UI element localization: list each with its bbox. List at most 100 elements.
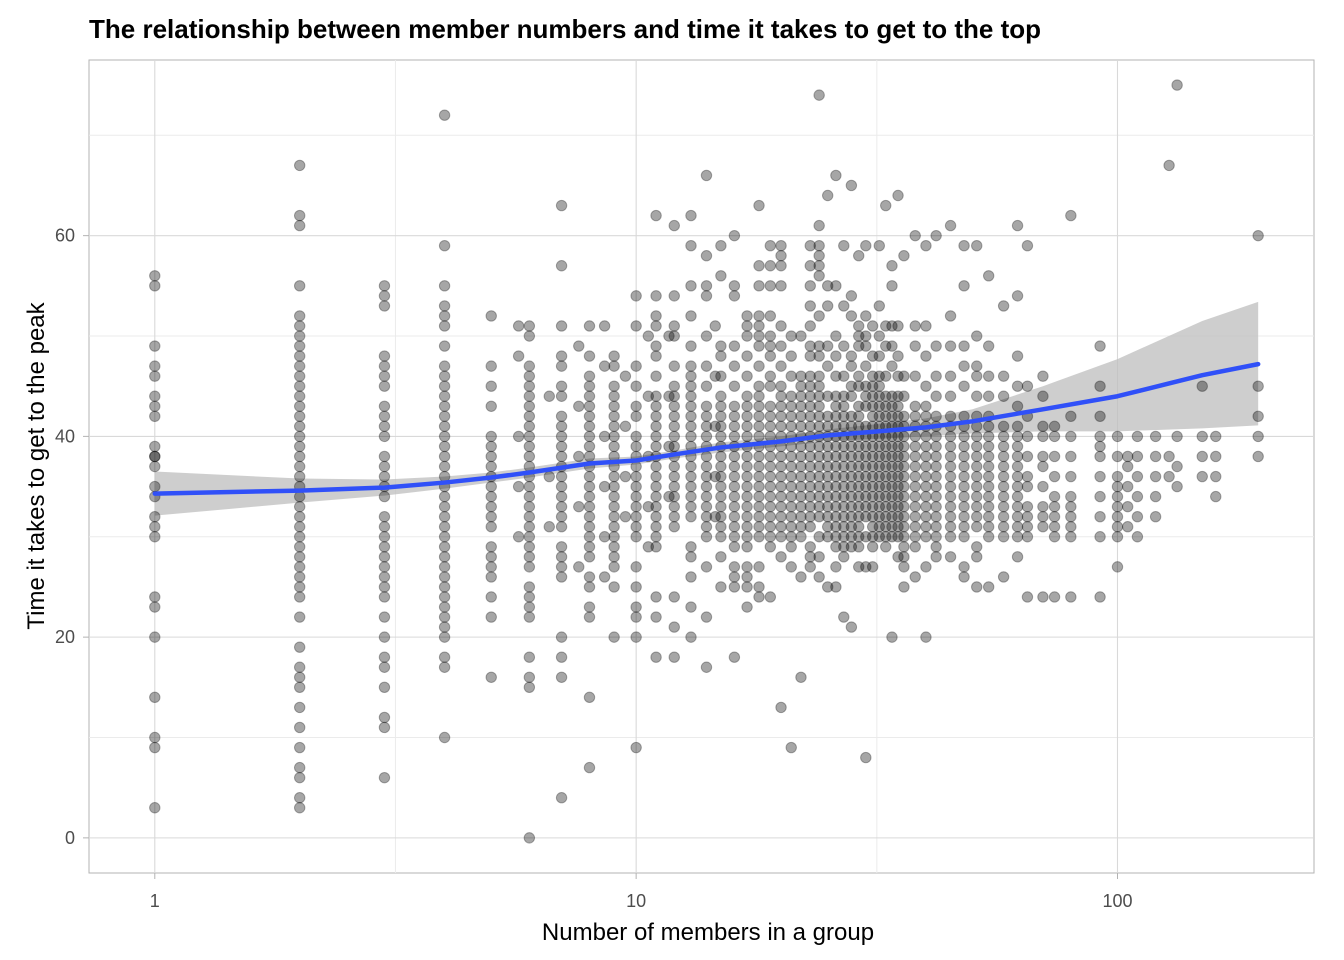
data-point: [700, 169, 713, 182]
data-point: [700, 290, 713, 302]
data-point: [650, 480, 662, 493]
data-point: [715, 551, 727, 563]
data-point: [1149, 470, 1162, 483]
data-point: [642, 500, 655, 513]
data-point: [813, 260, 825, 272]
data-point: [650, 470, 662, 483]
data-point: [898, 370, 910, 382]
data-point: [775, 360, 787, 372]
data-point: [700, 470, 713, 483]
data-point: [804, 521, 816, 533]
data-point: [886, 631, 898, 643]
data-point: [845, 490, 858, 503]
data-point: [663, 390, 675, 402]
data-point: [764, 470, 777, 483]
data-point: [860, 380, 872, 392]
data-point: [1111, 561, 1124, 573]
data-point: [1094, 410, 1106, 423]
data-point: [873, 500, 885, 513]
data-point: [775, 280, 787, 292]
data-point: [821, 470, 834, 483]
data-point: [715, 450, 727, 463]
data-point: [880, 541, 892, 553]
data-point: [485, 541, 497, 553]
data-point: [982, 470, 995, 483]
data-point: [804, 370, 816, 382]
data-point: [485, 611, 497, 623]
data-point: [898, 541, 910, 553]
data-point: [892, 460, 904, 473]
data-point: [523, 541, 536, 553]
data-point: [886, 260, 898, 272]
data-point: [997, 420, 1010, 433]
data-point: [920, 239, 932, 252]
data-point: [523, 651, 536, 663]
data-point: [650, 541, 662, 553]
data-point: [1021, 480, 1034, 493]
data-point: [741, 390, 753, 402]
data-point: [1094, 470, 1106, 483]
data-point: [795, 330, 807, 342]
data-point: [860, 531, 872, 543]
data-point: [438, 571, 451, 583]
data-point: [630, 581, 642, 593]
data-point: [523, 510, 536, 523]
data-point: [1021, 521, 1034, 533]
data-point: [728, 430, 741, 443]
data-point: [764, 410, 777, 423]
data-point: [866, 521, 879, 533]
data-point: [293, 370, 306, 382]
data-point: [685, 390, 697, 402]
data-point: [149, 440, 161, 453]
data-point: [619, 420, 632, 433]
data-point: [293, 390, 306, 402]
data-point: [804, 320, 816, 332]
data-point: [930, 410, 942, 423]
data-point: [485, 551, 497, 563]
data-point: [880, 531, 892, 543]
data-point: [892, 189, 904, 202]
data-point: [997, 480, 1010, 493]
data-point: [555, 792, 568, 804]
data-point: [838, 480, 850, 493]
data-point: [685, 380, 697, 392]
data-point: [804, 340, 816, 352]
data-point: [555, 260, 568, 272]
data-point: [555, 410, 568, 423]
data-point: [1037, 450, 1049, 463]
data-point: [715, 270, 727, 282]
data-point: [997, 531, 1010, 543]
data-point: [795, 440, 807, 453]
data-point: [630, 380, 642, 392]
data-point: [1131, 531, 1144, 543]
data-point: [555, 480, 568, 493]
data-point: [997, 490, 1010, 503]
data-point: [583, 531, 596, 543]
data-point: [821, 450, 834, 463]
data-point: [775, 701, 787, 714]
data-point: [523, 360, 536, 372]
data-point: [1011, 460, 1024, 473]
data-point: [608, 390, 620, 402]
data-point: [845, 470, 858, 483]
data-point: [715, 510, 727, 523]
data-point: [804, 490, 816, 503]
data-point: [1131, 490, 1144, 503]
data-point: [830, 541, 842, 553]
data-point: [728, 561, 741, 573]
data-point: [700, 480, 713, 493]
data-point: [293, 340, 306, 352]
data-point: [821, 420, 834, 433]
data-point: [838, 400, 850, 412]
data-point: [821, 531, 834, 543]
data-point: [775, 460, 787, 473]
data-point: [753, 400, 765, 412]
data-point: [853, 370, 865, 382]
data-point: [958, 531, 970, 543]
data-point: [892, 370, 904, 382]
data-point: [685, 400, 697, 412]
data-point: [930, 450, 942, 463]
data-point: [438, 521, 451, 533]
data-point: [485, 571, 497, 583]
data-point: [764, 310, 777, 322]
